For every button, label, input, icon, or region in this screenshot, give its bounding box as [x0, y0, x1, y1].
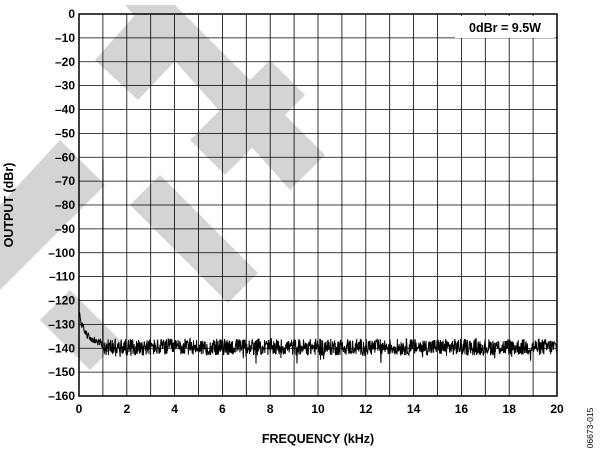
x-tick-label: 12: [359, 402, 373, 416]
y-tick-label: –150: [48, 365, 75, 379]
plot-grid: [79, 14, 557, 396]
x-axis-title: FREQUENCY (kHz): [262, 432, 374, 446]
watermark: [0, 5, 325, 370]
x-tick-label: 0: [76, 402, 83, 416]
y-tick-label: –90: [55, 222, 75, 236]
series-trace: [78, 159, 558, 364]
x-tick-label: 18: [503, 402, 517, 416]
y-tick-label: –130: [48, 317, 75, 331]
series-line: [78, 159, 558, 364]
y-tick-label: –40: [55, 103, 75, 117]
x-tick-label: 14: [407, 402, 421, 416]
y-axis-title: OUTPUT (dBr): [2, 163, 16, 248]
annotation-box: 0dBr = 9.5W: [455, 16, 555, 38]
y-tick-labels: 0 –10 –20 –30 –40 –50 –60 –70 –80 –90 –100 –110 –120…: [48, 7, 75, 403]
y-tick-label: –70: [55, 174, 75, 188]
watermark-stroke: [40, 290, 120, 370]
x-tick-labels: 0 2 4 6 8 10 12 14 16 18 20: [76, 402, 564, 416]
y-tick-label: –120: [48, 294, 75, 308]
x-tick-label: 6: [219, 402, 226, 416]
y-tick-label: –30: [55, 79, 75, 93]
x-tick-label: 4: [171, 402, 178, 416]
x-tick-label: 20: [550, 402, 564, 416]
watermark-stroke: [95, 15, 178, 100]
y-tick-label: –80: [55, 198, 75, 212]
y-tick-label: –60: [55, 150, 75, 164]
y-tick-label: 0: [68, 7, 75, 21]
y-tick-label: –160: [48, 389, 75, 403]
y-tick-label: –100: [48, 246, 75, 260]
plot-frame: [78, 13, 558, 397]
annotation-label: 0dBr = 9.5W: [469, 21, 541, 35]
y-tick-label: –20: [55, 55, 75, 69]
y-tick-label: –50: [55, 126, 75, 140]
y-tick-label: –140: [48, 341, 75, 355]
y-tick-label: –110: [49, 270, 75, 284]
x-tick-label: 2: [123, 402, 130, 416]
x-tick-label: 8: [267, 402, 274, 416]
watermark-stroke: [130, 175, 258, 303]
y-tick-label: –10: [55, 31, 75, 45]
figure-id: 06673-015: [585, 407, 595, 448]
x-tick-label: 16: [455, 402, 469, 416]
x-tick-label: 10: [311, 402, 325, 416]
